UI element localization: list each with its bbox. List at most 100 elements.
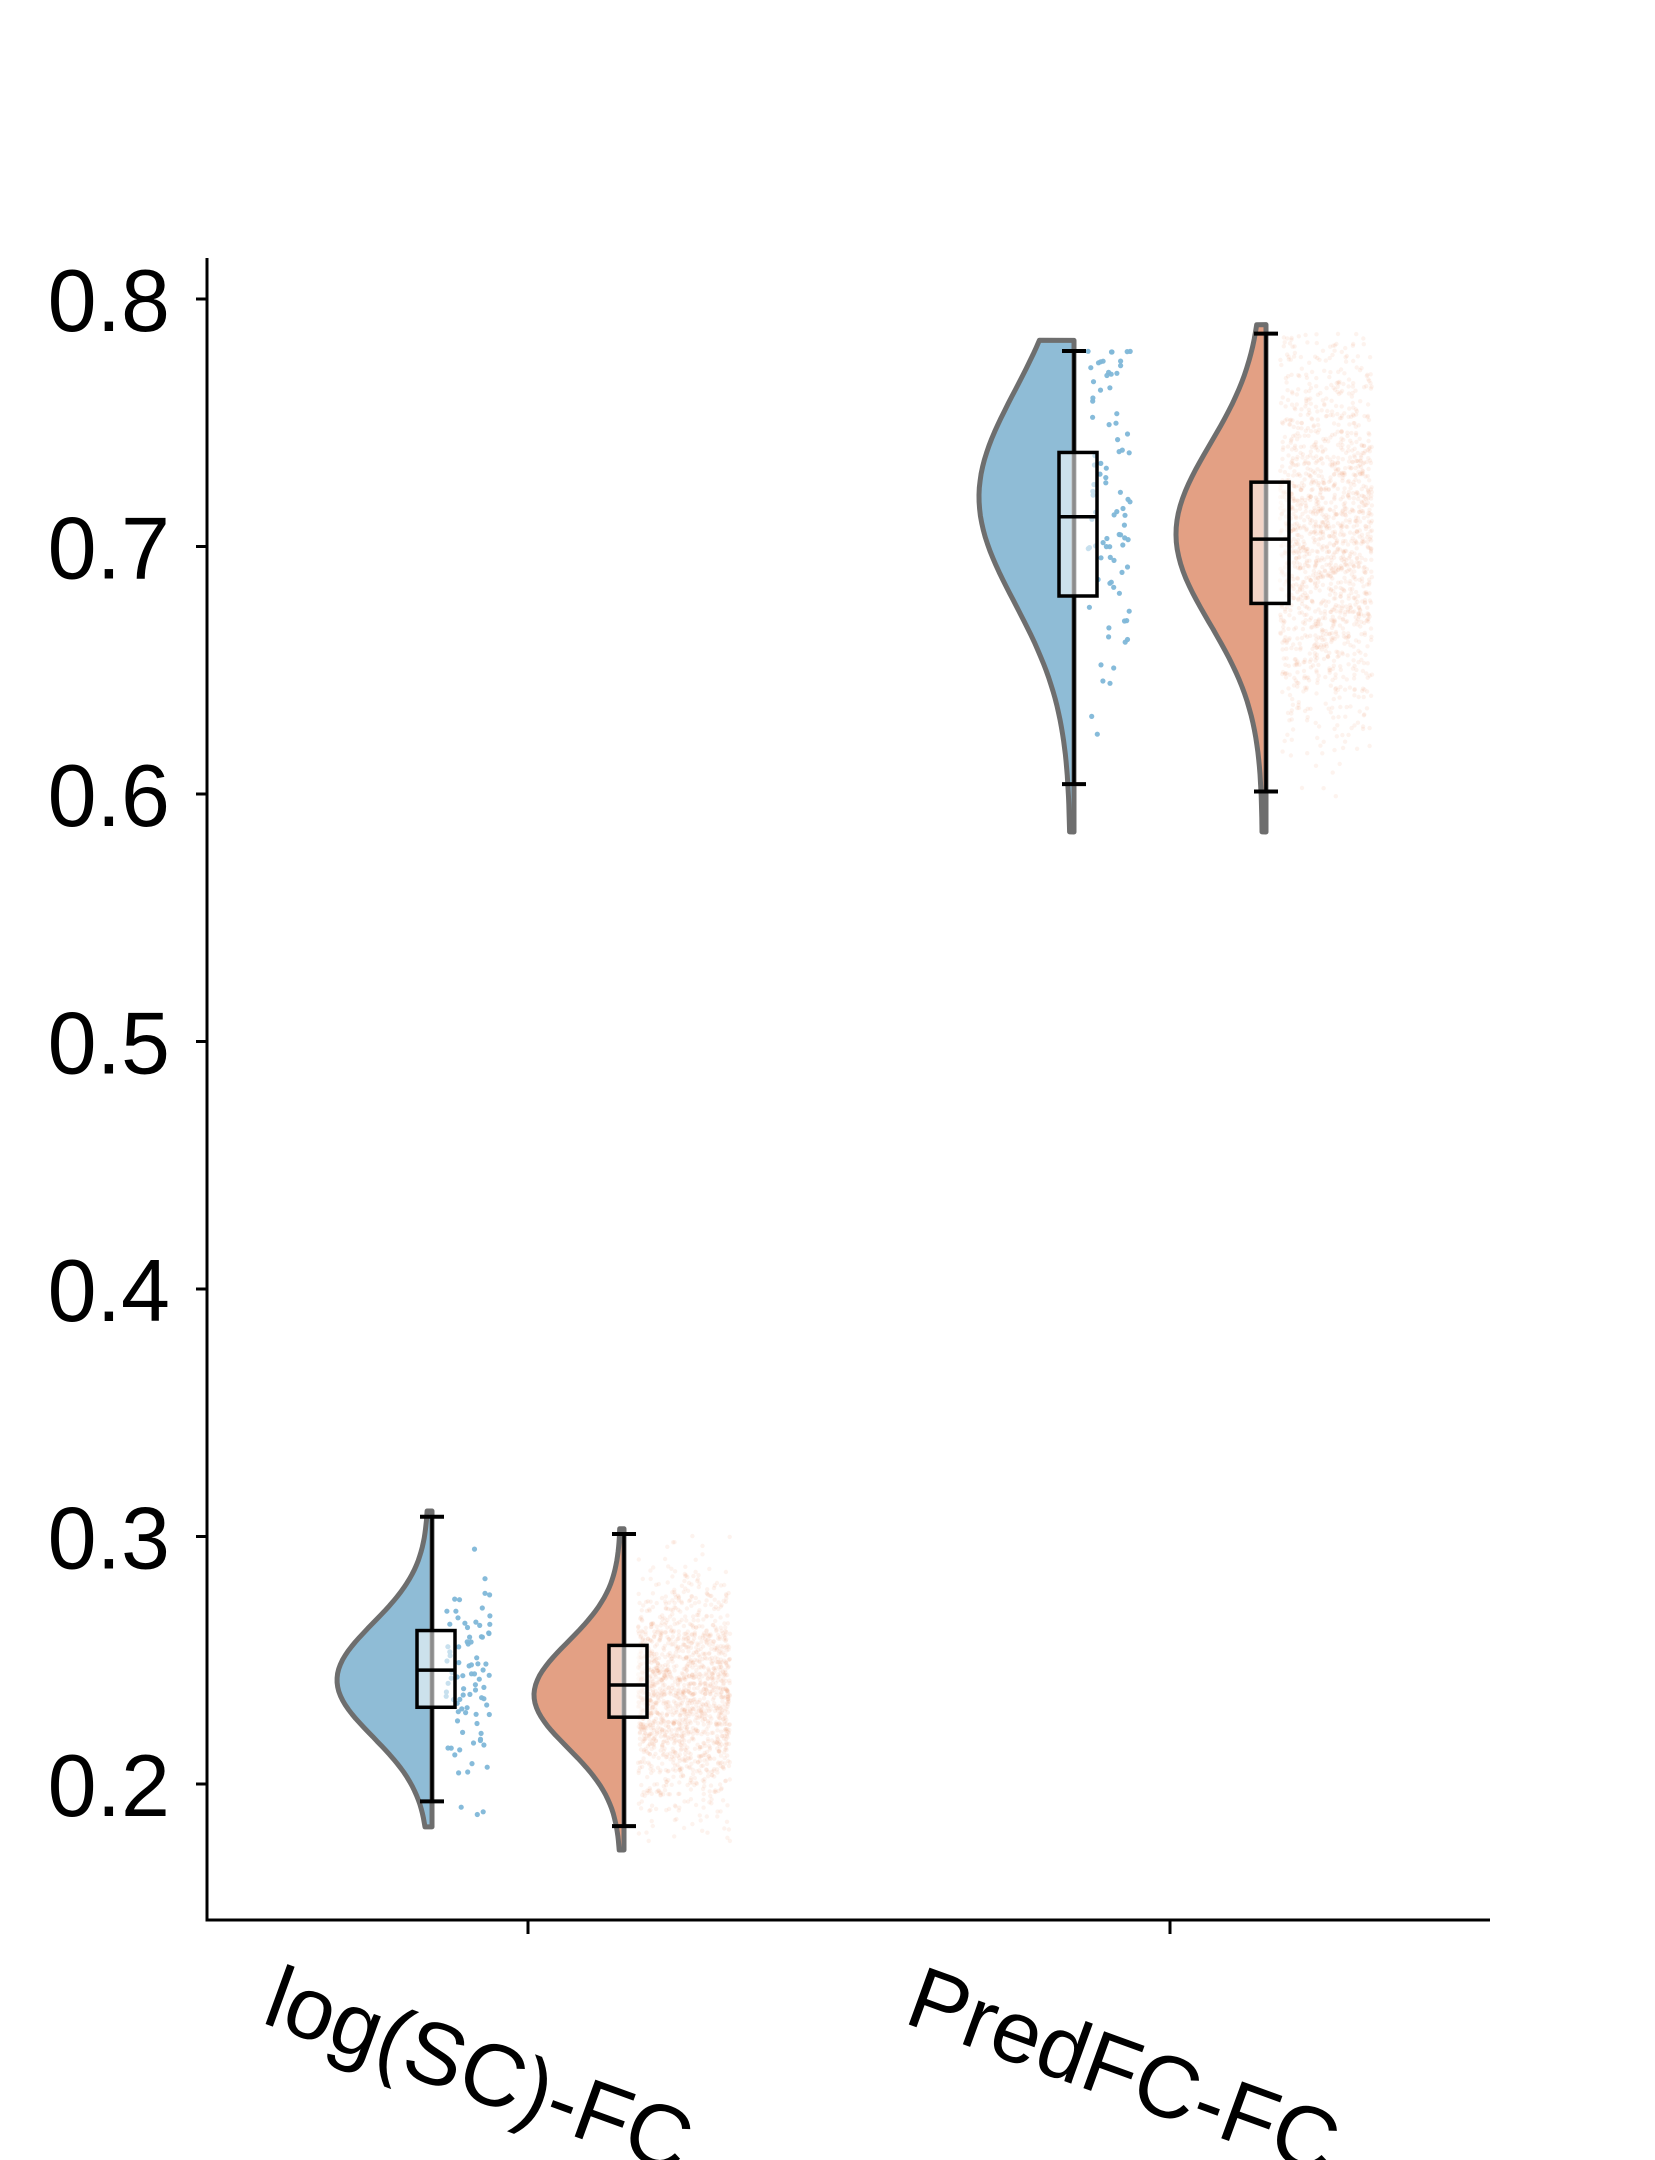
rain-point <box>651 1659 657 1664</box>
rain-point <box>696 1675 701 1680</box>
rain-point <box>641 1603 646 1608</box>
rain-point <box>651 1635 657 1640</box>
rain-point <box>673 1768 678 1773</box>
rain-point <box>672 1687 677 1692</box>
rain-point <box>1278 615 1284 620</box>
rain-point <box>1355 530 1360 535</box>
rain-point <box>1294 550 1300 555</box>
rain-point <box>1313 571 1319 576</box>
rain-point <box>1355 622 1360 627</box>
rain-point <box>1351 676 1357 681</box>
rain-point <box>723 1592 729 1597</box>
rain-point <box>1319 408 1324 413</box>
rain-point <box>717 1782 723 1787</box>
rain-point <box>1351 595 1356 601</box>
rain-point <box>658 1792 663 1797</box>
rain-point <box>1335 467 1341 472</box>
rain-point <box>1314 384 1319 389</box>
rain-point <box>1313 558 1319 564</box>
rain-point <box>1306 460 1311 466</box>
rain-point <box>1300 598 1305 603</box>
rain-point <box>1311 469 1316 474</box>
rain-point <box>715 1736 720 1741</box>
rain-point <box>649 1710 654 1716</box>
rain-point <box>1316 635 1321 640</box>
rain-point <box>689 1594 695 1599</box>
rain-point <box>726 1698 731 1703</box>
rain-point <box>1356 560 1361 566</box>
rain-point <box>707 1689 713 1695</box>
rain-point <box>1305 546 1310 552</box>
rain-point <box>648 1708 653 1713</box>
rain-point <box>708 1638 713 1644</box>
rain-point <box>723 1715 728 1720</box>
rain-point <box>695 1728 700 1734</box>
rain-point <box>716 1636 721 1641</box>
rain-point <box>674 1719 679 1725</box>
rain-point <box>662 1739 667 1744</box>
rain-point <box>662 1673 667 1679</box>
rain-point <box>687 1707 693 1712</box>
rain-point <box>1295 659 1300 664</box>
rain-point <box>1308 615 1314 621</box>
rain-point <box>656 1655 662 1661</box>
rain-point <box>1351 564 1357 569</box>
rain-point <box>1347 455 1353 460</box>
rain-point <box>676 1688 681 1694</box>
rain-point <box>1305 466 1310 471</box>
rain-point <box>700 1828 705 1834</box>
rain-point <box>654 1789 659 1795</box>
rain-point <box>1365 532 1370 537</box>
rain-point <box>726 1741 732 1747</box>
rain-point <box>1294 472 1300 478</box>
rain-point <box>1325 518 1330 523</box>
rain-point <box>1367 743 1372 749</box>
rain-point <box>672 1817 678 1823</box>
rain-point <box>682 1742 687 1748</box>
rain-point <box>673 1643 679 1649</box>
rain-point <box>711 1695 717 1700</box>
rain-point <box>1364 567 1370 572</box>
rain-point <box>1315 467 1320 472</box>
rain-point <box>664 1713 669 1718</box>
rain-point <box>479 1605 485 1611</box>
rain-point <box>1339 529 1344 534</box>
rain-point <box>1302 612 1307 618</box>
rain-point <box>1339 388 1345 394</box>
rain-point <box>1319 520 1325 525</box>
rain-point <box>1291 433 1296 439</box>
rain-point <box>1331 524 1336 529</box>
rain-point <box>1348 486 1353 491</box>
rain-point <box>720 1704 725 1709</box>
rain-point <box>1339 428 1344 434</box>
rain-point <box>1302 548 1307 554</box>
rain-point <box>1279 362 1284 368</box>
rain-point <box>652 1655 657 1660</box>
rain-point <box>719 1695 724 1700</box>
rain-point <box>714 1627 719 1632</box>
rain-point <box>1323 436 1329 442</box>
rain-point <box>718 1615 723 1620</box>
rain-point <box>1313 562 1319 568</box>
rain-point <box>1331 663 1337 668</box>
rain-point <box>655 1668 661 1673</box>
rain-point <box>1336 422 1341 427</box>
rain-point <box>661 1689 666 1695</box>
rain-point <box>1368 626 1374 631</box>
rain-point <box>1304 528 1309 533</box>
rain-point <box>1353 473 1359 478</box>
rain-point <box>1308 385 1314 391</box>
rain-point <box>1367 511 1372 516</box>
rain-point <box>1354 519 1359 524</box>
rain-point <box>1289 491 1295 497</box>
rain-point <box>694 1769 699 1774</box>
rain-point <box>1315 619 1321 624</box>
rain-point <box>1353 430 1359 436</box>
rain-point <box>1321 786 1326 791</box>
rain-point <box>1361 385 1367 390</box>
rain-point <box>727 1693 732 1699</box>
rain-point <box>1362 712 1367 717</box>
rain-point <box>1349 441 1354 446</box>
rain-point <box>1317 588 1322 593</box>
